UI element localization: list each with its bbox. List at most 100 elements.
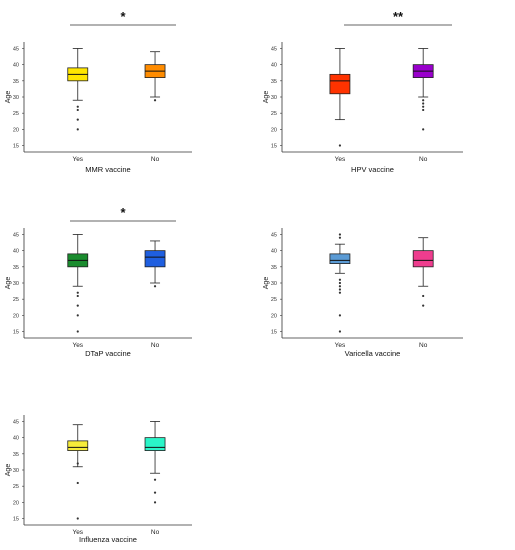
x-tick-label: No [419,156,428,163]
y-axis-label: Age [5,277,12,290]
y-axis-label: Age [5,91,12,104]
box-no [144,240,166,288]
y-tick-label: 35 [271,79,277,85]
outlier-point [422,294,425,298]
outlier-point [76,314,79,317]
outlier-point [338,314,342,317]
x-tick-label: No [419,342,428,349]
y-tick-label: 45 [13,46,19,52]
outlier-point [76,330,79,333]
y-tick-label: 15 [13,330,19,336]
outlier-point [338,330,342,333]
y-axis-label: Age [5,464,12,477]
y-tick-label: 20 [13,500,19,506]
outlier-point [153,285,157,288]
x-axis-label: HPV vaccine [351,165,394,174]
y-tick-label: 15 [13,144,19,150]
y-tick-label: 40 [13,436,19,442]
y-tick-label: 35 [13,265,19,271]
y-tick-label: 45 [271,232,277,238]
outlier-point [422,304,425,307]
box-no [412,237,434,307]
outlier-point [76,118,79,121]
outlier-point [422,108,425,112]
outlier-point [338,291,342,294]
significance-marker: ** [393,9,404,24]
y-tick-label: 30 [13,281,19,287]
y-tick-label: 20 [13,313,19,319]
y-tick-label: 30 [13,95,19,101]
chart-panel-2: 15 20 25 30 35 40 45 Age Yes No HPV vaccine ** [263,9,463,174]
box-yes [329,233,351,333]
outlier-point [76,128,79,131]
box-body [412,250,434,268]
outlier-point [422,102,425,105]
outlier-point [76,517,79,520]
x-tick-label: No [151,156,160,163]
box-yes [67,48,89,131]
outlier-point [422,105,425,108]
x-axis-label: Influenza vaccine [79,535,137,544]
outlier-point [338,288,342,291]
y-tick-label: 40 [13,63,19,69]
outlier-point [422,99,425,102]
x-tick-label: No [151,529,160,536]
outlier-point [153,99,157,102]
y-tick-label: 40 [271,63,277,69]
outlier-point [76,462,79,465]
box-no [144,421,166,504]
chart-panel-3: 15 20 25 30 35 40 45 Age Yes No DTaP vaccine * [5,205,192,358]
outlier-point [338,236,342,239]
y-tick-label: 20 [271,313,277,319]
x-tick-label: Yes [72,529,83,536]
y-axis-label: Age [263,91,270,104]
y-tick-label: 15 [271,330,277,336]
y-tick-label: 35 [13,452,19,458]
box-body [329,73,351,95]
outlier-point [338,281,342,285]
outlier-point [338,278,342,281]
y-tick-label: 25 [13,484,19,490]
x-axis-label: DTaP vaccine [85,349,131,358]
box-yes [67,234,89,333]
box-body [144,250,166,268]
chart-panel-1: 15 20 25 30 35 40 45 Age Yes No MMR vaccine * [5,9,192,174]
y-tick-label: 25 [13,297,19,303]
y-tick-label: 40 [13,249,19,255]
y-tick-label: 45 [13,419,19,425]
outlier-point [153,501,157,504]
y-axis-label: Age [263,277,270,290]
box-yes [329,48,351,147]
x-tick-label: No [151,342,160,349]
box-body [67,440,89,451]
x-axis-label: Varicella vaccine [345,349,401,358]
y-tick-label: 30 [271,95,277,101]
y-tick-label: 45 [271,46,277,52]
y-tick-label: 35 [271,265,277,271]
y-tick-label: 25 [271,297,277,303]
y-tick-label: 15 [13,517,19,523]
x-tick-label: Yes [72,342,83,349]
outlier-point [76,105,79,108]
y-tick-label: 30 [13,468,19,474]
x-axis-label: MMR vaccine [85,165,130,174]
outlier-point [76,481,79,485]
x-tick-label: Yes [335,156,346,163]
outlier-point [76,108,79,112]
outlier-point [338,144,342,147]
y-tick-label: 45 [13,232,19,238]
box-body [144,437,166,451]
outlier-point [422,128,425,131]
box-body [329,253,351,264]
chart-panel-5: 15 20 25 30 35 40 45 Age Yes No Influenza vaccine [5,415,192,544]
outlier-point [153,491,157,494]
significance-marker: * [120,205,126,220]
significance-marker: * [120,9,126,24]
outlier-point [76,294,79,298]
y-tick-label: 35 [13,79,19,85]
y-tick-label: 40 [271,249,277,255]
chart-panel-4: 15 20 25 30 35 40 45 Age Yes No Varicella vaccine [263,228,463,358]
y-tick-label: 20 [271,127,277,133]
box-no [412,48,434,131]
box-yes [67,424,89,520]
